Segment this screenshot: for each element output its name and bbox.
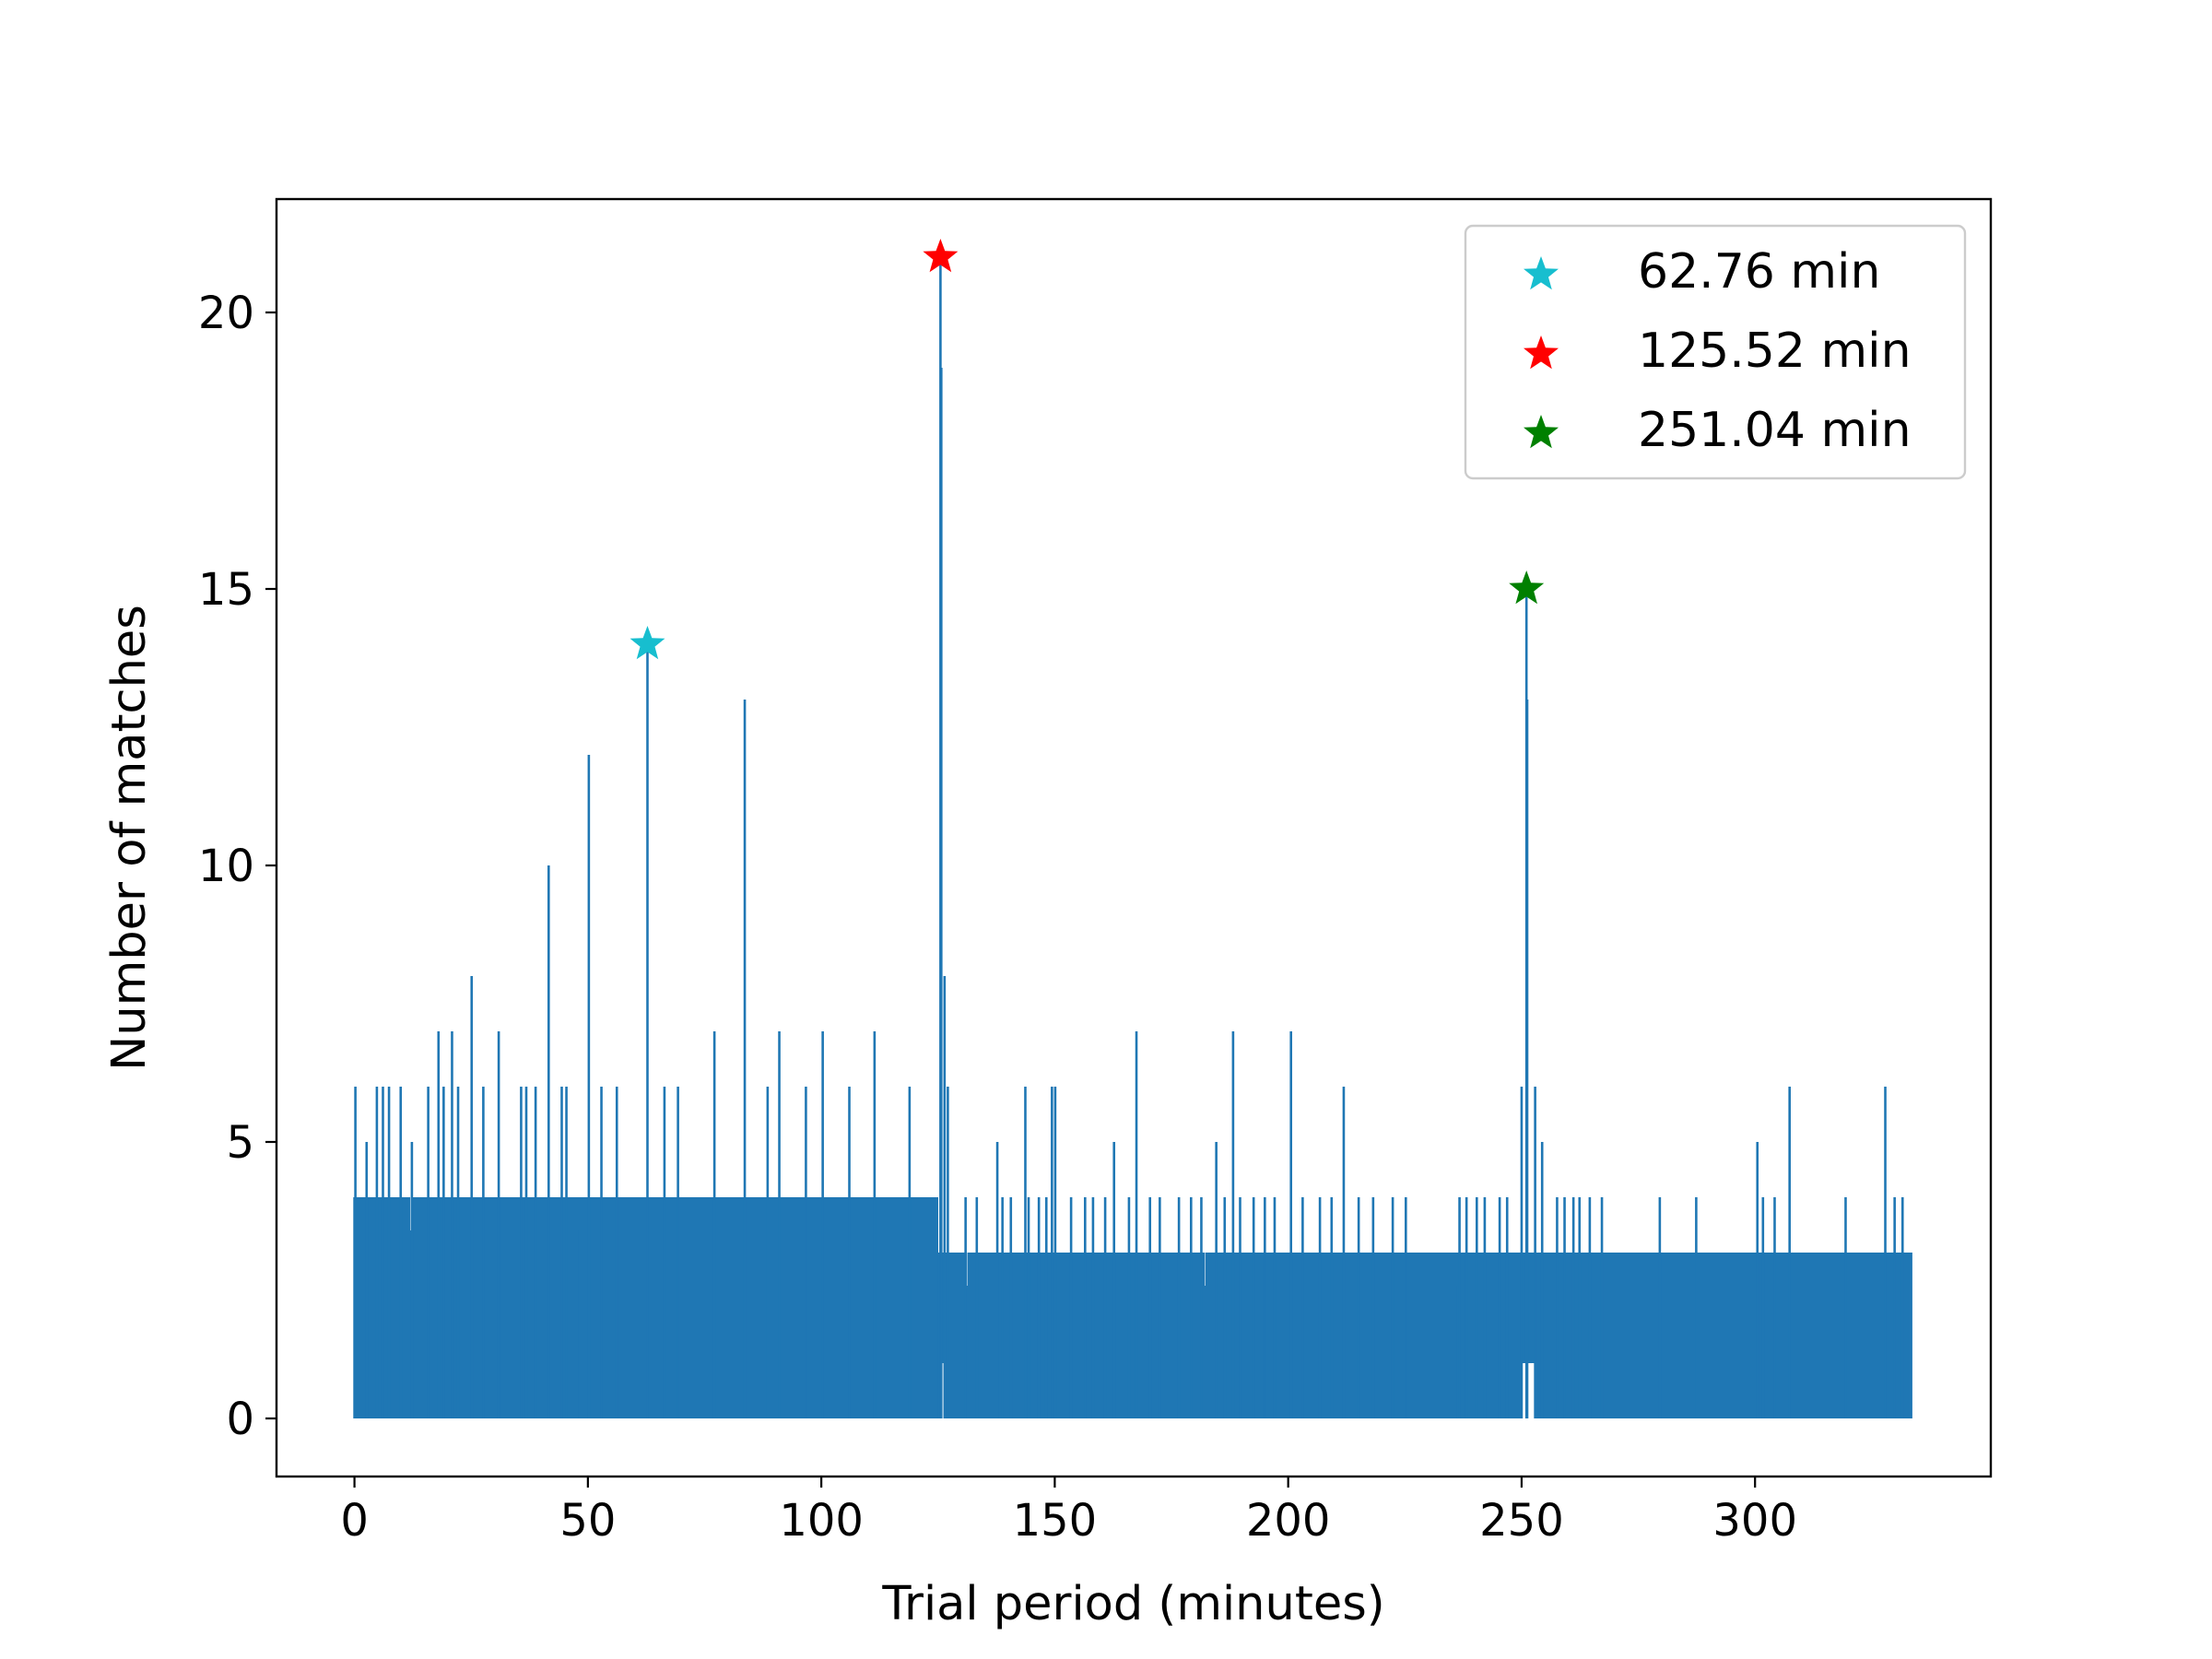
y-axis-label: Number of matches	[102, 605, 157, 1071]
legend-label: 62.76 min	[1638, 244, 1880, 300]
x-tick-label: 250	[1479, 1495, 1564, 1547]
series-line	[353, 257, 1912, 1421]
peak-marker	[629, 626, 665, 660]
series-gap	[941, 1363, 945, 1421]
plot-frame	[275, 197, 1993, 1478]
x-tick-label: 300	[1712, 1495, 1797, 1547]
y-axis: 0 5 10 15 20	[198, 288, 276, 1445]
legend-box	[1464, 224, 1967, 480]
peak-marker	[1509, 571, 1545, 605]
x-tick-label: 0	[340, 1495, 369, 1547]
plot-area	[353, 239, 1912, 1421]
y-tick-label: 10	[198, 841, 254, 892]
y-tick-label: 20	[198, 288, 254, 339]
series-band-fill	[354, 1230, 579, 1418]
marker-layer	[629, 239, 1545, 660]
y-tick-label: 5	[226, 1117, 254, 1169]
legend: 62.76 min 125.52 min 251.04 min	[1464, 224, 1967, 480]
x-axis: 0 50 100 150 200 250 300	[340, 1477, 1797, 1547]
legend-marker	[1524, 335, 1559, 370]
legend-label: 125.52 min	[1638, 324, 1912, 379]
x-tick-label: 100	[779, 1495, 864, 1547]
y-tick-label: 15	[198, 564, 254, 616]
series-band-fill	[578, 1230, 938, 1418]
x-tick-label: 50	[559, 1495, 616, 1547]
x-tick-label: 200	[1246, 1495, 1331, 1547]
legend-marker	[1524, 256, 1559, 290]
x-axis-label: Trial period (minutes)	[881, 1577, 1384, 1631]
legend-marker	[1524, 415, 1559, 449]
series-band-fill	[937, 1286, 1457, 1418]
x-tick-label: 150	[1013, 1495, 1098, 1547]
legend-label: 251.04 min	[1638, 403, 1912, 458]
peak-marker	[923, 239, 959, 273]
y-tick-label: 0	[226, 1394, 254, 1445]
